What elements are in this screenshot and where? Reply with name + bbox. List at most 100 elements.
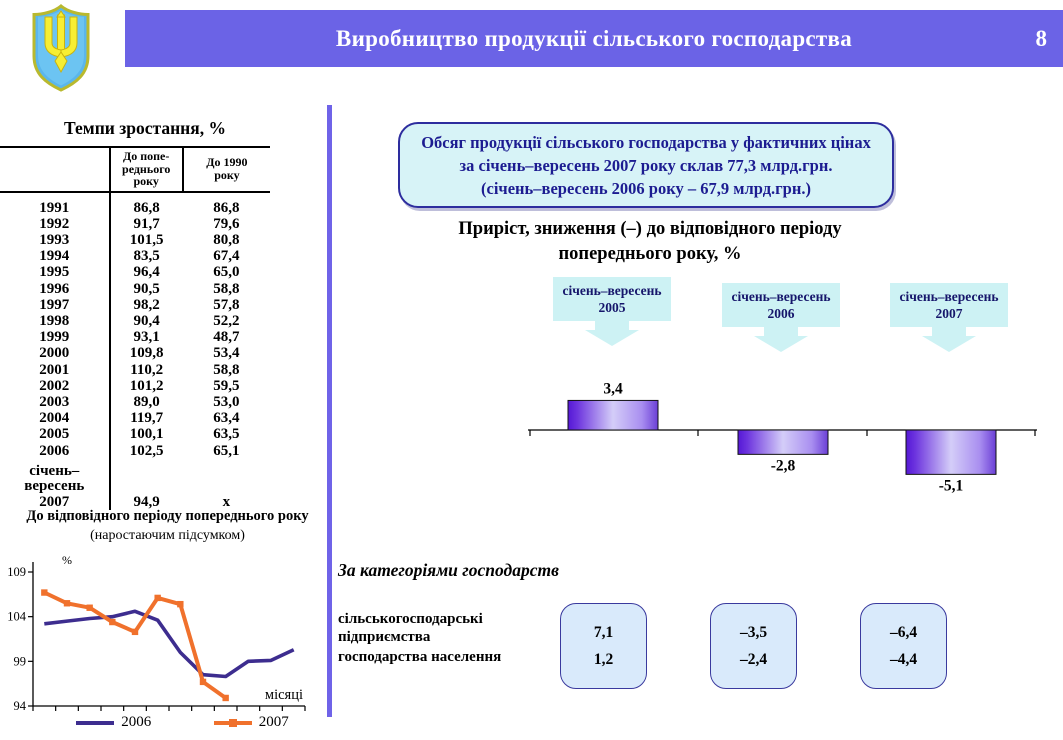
bar-value-label: -2,8 [771, 457, 796, 474]
year-cell: 2004 [0, 410, 111, 427]
marker-2007 [63, 600, 71, 607]
growth-heading: Приріст, зниження (–) до відповідного пе… [400, 217, 900, 267]
year-cell: 2002 [0, 377, 111, 394]
value-cell: 79,6 [213, 215, 240, 232]
year-cell: 1993 [0, 231, 111, 249]
info-line-3: (січень–вересень 2006 року – 67,9 млрд.г… [481, 178, 811, 198]
value-cell: 63,5 [213, 426, 240, 443]
growth-row-1998: 1998 90,4 52,2 [0, 312, 270, 330]
period-arrow-2006: січень–вересень 2006 [722, 283, 840, 352]
year-cell: 2000 [0, 345, 111, 362]
value-cell: 102,5 [129, 442, 164, 459]
y-tick-label: 109 [7, 565, 26, 579]
period-arrow-2005: січень–вересень 2005 [553, 277, 671, 346]
growth-row-2006: 2006 102,5 65,1 [0, 442, 270, 459]
growth-row-1994: 1994 83,5 67,4 [0, 248, 270, 265]
marker-2007 [41, 589, 48, 596]
value-cell: 83,5 [133, 248, 160, 265]
bar-chart: 3,4 -2,8 -5,1 [528, 380, 1037, 494]
value-cell: 86,8 [133, 199, 160, 216]
value-cell: 93,1 [133, 329, 160, 346]
col-header-prev-year: До попе- реднього року [109, 147, 184, 193]
growth-table: До попе- реднього року До 1990 року 1991… [0, 146, 270, 511]
growth-heading-line1: Приріст, зниження (–) до відповідного пе… [458, 219, 842, 239]
y-tick-label: 104 [7, 610, 27, 624]
growth-row-1993: 1993 101,5 80,8 [0, 231, 270, 249]
period-cell: січень– вересень 2007 [0, 458, 111, 511]
bar-2 [737, 429, 829, 455]
legend-label-2007: 2007 [258, 714, 289, 730]
line-chart-subtitle: (наростаючим підсумком) [90, 528, 245, 543]
line-chart-title: До відповідного періоду попереднього рок… [26, 508, 309, 524]
year-cell: 2003 [0, 393, 111, 411]
year-cell: 2001 [0, 361, 111, 378]
year-cell: 1996 [0, 280, 111, 297]
value-cell: 48,7 [213, 329, 240, 346]
enterprises-value: –6,4 [889, 624, 918, 641]
value-box-2006: –3,5 –2,4 [710, 603, 797, 689]
growth-row-2005: 2005 100,1 63,5 [0, 426, 270, 443]
growth-table-title: Темпи зростання, % [64, 118, 226, 138]
value-cell: 59,5 [213, 377, 240, 394]
page-number: 8 [1035, 25, 1048, 51]
x-axis-label: місяці [265, 687, 303, 703]
value-cell: 89,0 [133, 393, 160, 410]
period-arrow-2007: січень–вересень 2007 [890, 283, 1008, 352]
value-cell: 52,2 [213, 312, 240, 329]
bar-value-label: 3,4 [603, 380, 623, 397]
line-sample-2007 [213, 718, 252, 727]
value-box-2005: 7,1 1,2 [560, 603, 647, 689]
page-title: Виробництво продукції сільського господа… [335, 25, 853, 51]
line-series-2006 [44, 609, 295, 679]
growth-row-1991: 1991 86,8 86,8 [0, 191, 270, 216]
value-cell: 53,4 [213, 345, 240, 362]
marker-2007 [154, 594, 161, 602]
y-tick-label: 99 [14, 654, 27, 668]
value-cell: 96,4 [133, 264, 160, 281]
value-cell: 67,4 [213, 248, 240, 265]
growth-row-2003: 2003 89,0 53,0 [0, 393, 270, 411]
category-label-enterprises: сільськогосподарські підприємства [338, 611, 483, 645]
growth-row-1999: 1999 93,1 48,7 [0, 329, 270, 346]
value-cell: 86,8 [213, 199, 240, 216]
marker-2007 [86, 604, 93, 611]
year-cell: 1991 [0, 191, 111, 216]
growth-row-2002: 2002 101,2 59,5 [0, 377, 270, 394]
value-cell: x [222, 494, 231, 511]
value-cell: 65,0 [213, 264, 240, 281]
value-cell: 119,7 [130, 410, 164, 427]
bar-value-label: -5,1 [939, 477, 964, 494]
categories-heading: За категоріями господарств [338, 560, 559, 580]
year-cell: 2005 [0, 426, 111, 443]
down-arrow-icon [932, 327, 966, 336]
marker-2007 [109, 618, 116, 626]
info-line-2: за січень–вересень 2007 року склав 77,3 … [459, 155, 833, 175]
value-cell: 57,8 [213, 296, 240, 313]
bar-1 [567, 399, 659, 431]
value-cell: 110,2 [130, 361, 164, 378]
growth-row-1997: 1997 98,2 57,8 [0, 296, 270, 313]
line-chart-legend: 2006 2007 [45, 714, 320, 731]
value-cell: 101,2 [129, 377, 164, 394]
value-cell: 80,8 [213, 231, 240, 248]
value-cell: 94,9 [133, 494, 160, 511]
growth-row-1995: 1995 96,4 65,0 [0, 264, 270, 281]
year-cell: 1997 [0, 296, 111, 313]
enterprises-value: –3,5 [739, 624, 768, 641]
growth-row-1996: 1996 90,5 58,8 [0, 280, 270, 297]
ukraine-coat-of-arms-icon [32, 4, 90, 92]
year-cell: 1998 [0, 312, 111, 330]
growth-heading-line2: попереднього року, % [558, 244, 742, 264]
growth-row-2000: 2000 109,8 53,4 [0, 345, 270, 362]
empty-header-cell [0, 147, 111, 193]
value-cell: 101,5 [129, 231, 164, 248]
value-cell: 90,4 [133, 312, 160, 329]
growth-row-2001: 2001 110,2 58,8 [0, 361, 270, 378]
marker-2007 [131, 628, 139, 636]
growth-table-header-row: До попе- реднього року До 1990 року [0, 147, 270, 193]
households-value: –4,4 [889, 651, 918, 668]
growth-row-2004: 2004 119,7 63,4 [0, 410, 270, 427]
growth-row-1992: 1992 91,7 79,6 [0, 215, 270, 232]
y-axis-label: % [62, 553, 72, 567]
